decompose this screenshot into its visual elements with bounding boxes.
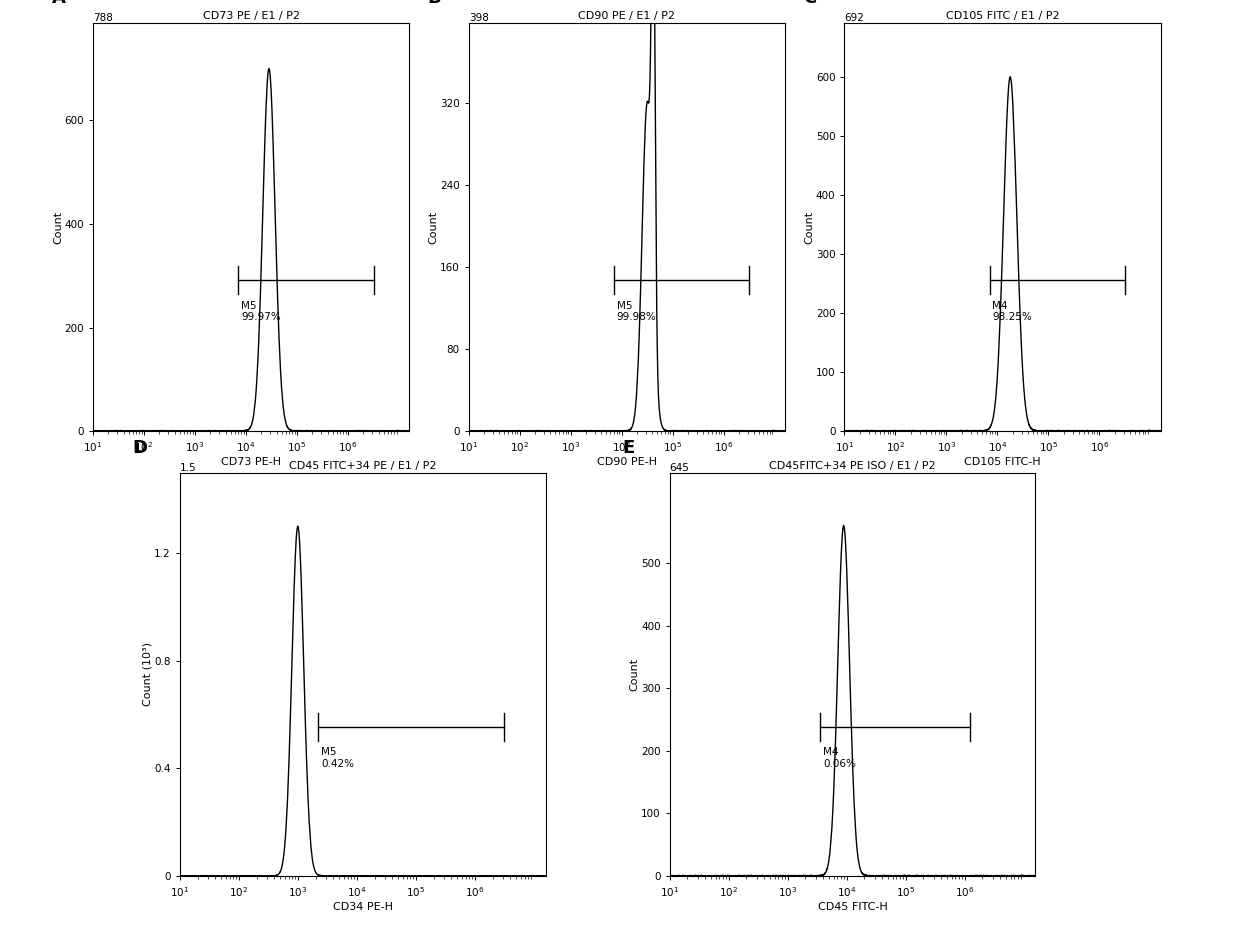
Text: 645: 645 [670,463,689,473]
Text: M4
98.25%: M4 98.25% [992,300,1032,323]
Text: C: C [804,0,817,6]
Title: CD105 FITC / E1 / P2: CD105 FITC / E1 / P2 [946,11,1059,21]
X-axis label: CD45 FITC-H: CD45 FITC-H [817,902,888,911]
Title: CD90 PE / E1 / P2: CD90 PE / E1 / P2 [578,11,676,21]
Title: CD45FITC+34 PE ISO / E1 / P2: CD45FITC+34 PE ISO / E1 / P2 [769,461,936,471]
Text: 692: 692 [844,13,864,23]
Text: M5
0.42%: M5 0.42% [321,747,355,768]
Text: 1.5: 1.5 [180,463,196,473]
Text: B: B [428,0,441,6]
Text: M5
99.98%: M5 99.98% [616,300,656,323]
Y-axis label: Count: Count [630,658,640,691]
Title: CD73 PE / E1 / P2: CD73 PE / E1 / P2 [202,11,300,21]
Y-axis label: Count: Count [805,210,815,244]
Text: M4
0.06%: M4 0.06% [823,747,856,768]
X-axis label: CD105 FITC-H: CD105 FITC-H [965,457,1040,466]
Text: M5
99.97%: M5 99.97% [241,300,280,323]
Text: 788: 788 [93,13,113,23]
Y-axis label: Count: Count [53,210,63,244]
X-axis label: CD34 PE-H: CD34 PE-H [332,902,393,911]
Text: E: E [622,438,635,457]
Text: D: D [133,438,148,457]
Text: A: A [52,0,66,6]
Text: 398: 398 [469,13,489,23]
X-axis label: CD90 PE-H: CD90 PE-H [596,457,657,466]
X-axis label: CD73 PE-H: CD73 PE-H [221,457,281,466]
Y-axis label: Count: Count [429,210,439,244]
Title: CD45 FITC+34 PE / E1 / P2: CD45 FITC+34 PE / E1 / P2 [289,461,436,471]
Y-axis label: Count (10³): Count (10³) [143,642,153,706]
